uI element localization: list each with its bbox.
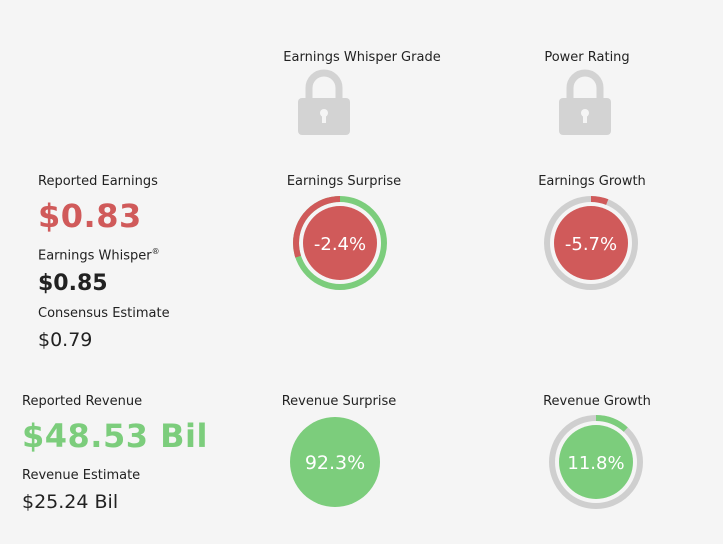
- earnings-surprise-gauge: -2.4%: [293, 196, 387, 290]
- revenue-estimate-label: Revenue Estimate: [22, 468, 141, 483]
- revenue-surprise-value: 92.3%: [305, 452, 365, 474]
- power-rating-lock-icon: [559, 69, 611, 135]
- earnings-surprise-label: Earnings Surprise: [286, 174, 402, 189]
- revenue-surprise-label: Revenue Surprise: [281, 394, 397, 409]
- revenue-growth-gauge: 11.8%: [549, 415, 643, 509]
- earnings-surprise-disc: [303, 206, 377, 280]
- earnings-surprise-ring-arc: [293, 196, 387, 290]
- earnings-growth-ring-arc: [544, 196, 638, 290]
- earnings-whisper-value: $0.85: [38, 271, 108, 296]
- earnings-growth-gauge: -5.7%: [544, 196, 638, 290]
- revenue-surprise-disc: [290, 417, 380, 507]
- reported-earnings-label: Reported Earnings: [38, 174, 158, 189]
- consensus-estimate-value: $0.79: [38, 329, 93, 351]
- whisper-grade-label: Earnings Whisper Grade: [283, 50, 441, 65]
- reported-earnings-value: $0.83: [38, 197, 142, 235]
- earnings-growth-disc: [554, 206, 628, 280]
- earnings-growth-value: -5.7%: [565, 234, 617, 255]
- consensus-estimate-label: Consensus Estimate: [38, 306, 170, 321]
- revenue-growth-disc: [559, 425, 633, 499]
- revenue-growth-label: Revenue Growth: [543, 394, 651, 409]
- reported-revenue-value: $48.53 Bil: [22, 417, 208, 455]
- revenue-surprise-gauge: 92.3%: [290, 417, 380, 507]
- revenue-growth-value: 11.8%: [567, 453, 624, 474]
- reported-revenue-label: Reported Revenue: [22, 394, 143, 409]
- earnings-growth-label: Earnings Growth: [538, 174, 646, 189]
- earnings-surprise-value: -2.4%: [314, 234, 366, 255]
- revenue-estimate-value: $25.24 Bil: [22, 491, 119, 513]
- earnings-whisper-label: Earnings Whisper®: [38, 247, 160, 264]
- power-rating-label: Power Rating: [544, 50, 630, 65]
- whisper-grade-lock-icon: [298, 69, 350, 135]
- revenue-growth-ring-arc: [549, 415, 643, 509]
